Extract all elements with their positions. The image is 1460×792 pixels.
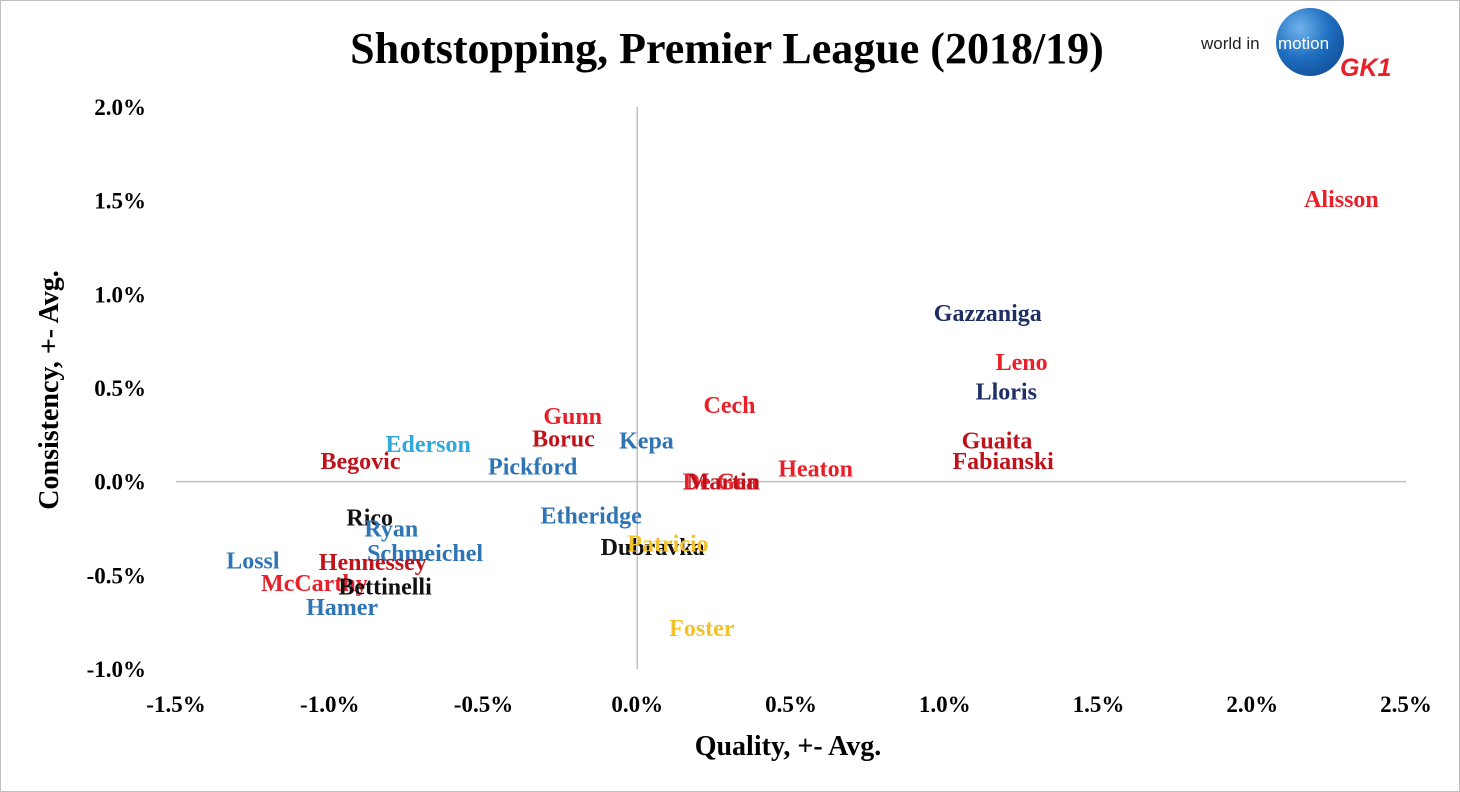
point-label-boruc: Boruc [532,427,595,453]
x-axis-title: Quality, +- Avg. [695,731,882,762]
x-tick-label: 2.5% [1380,692,1432,717]
x-tick-label: 0.5% [765,692,817,717]
point-label-guaita: Guaita [962,428,1033,454]
point-label-schmeichel: Schmeichel [367,541,483,567]
x-tick-label: 1.5% [1073,692,1125,717]
point-label-leno: Leno [996,350,1048,376]
point-label-gazzaniga: Gazzaniga [934,301,1042,327]
point-label-dubravka: Dubravka [601,535,705,561]
x-tick-label: -1.5% [146,692,205,717]
x-tick-label: 1.0% [919,692,971,717]
point-label-rico: Rico [346,505,393,531]
y-tick-label: 1.0% [94,282,146,307]
point-label-ryan: Ryan [364,517,418,543]
point-label-lloris: Lloris [976,380,1037,406]
point-label-kepa: Kepa [619,428,674,454]
y-tick-label: -0.5% [87,563,146,588]
logo-text-motion: motion [1278,34,1330,53]
point-label-alisson: Alisson [1304,187,1379,213]
point-label-begovic: Begovic [321,449,401,475]
chart-title: Shotstopping, Premier League (2018/19) [350,24,1104,73]
logo-text-world-in: world in [1201,34,1260,53]
point-label-heaton: Heaton [778,457,853,483]
x-tick-labels: -1.5% -1.0% -0.5% 0.0% 0.5% 1.0% 1.5% 2.0% 2.5% [146,692,1432,717]
point-label-pickford: Pickford [488,455,578,481]
point-label-foster: Foster [669,616,735,642]
point-label-fabianski: Fabianski [952,449,1054,475]
point-label-hamer: Hamer [306,595,378,621]
y-tick-labels: -1.0% -0.5% 0.0% 0.5% 1.0% 1.5% 2.0% [87,95,146,682]
logo-text-gk1: GK1 [1340,54,1392,82]
y-axis-title: Consistency, +- Avg. [34,270,65,509]
axes [176,107,1406,669]
world-in-motion-gk1-logo: world in motion GK1 [1198,6,1413,86]
x-tick-label: 2.0% [1226,692,1278,717]
y-tick-label: 0.0% [94,470,146,495]
point-label-de-gea: De Gea [683,470,758,496]
y-tick-label: 1.5% [94,189,146,214]
point-label-ederson: Ederson [385,432,470,458]
point-label-martin: Martin [687,470,760,496]
point-label-lossl: Lossl [226,548,280,574]
x-tick-label: 0.0% [611,692,663,717]
point-label-cech: Cech [704,393,756,419]
y-tick-label: 2.0% [94,95,146,120]
point-labels: Alisson Gazzaniga Leno Lloris GuaitaFabiansk… [226,187,1379,642]
point-label-mccarthy: McCarthy [261,571,368,597]
y-tick-label: 0.5% [94,376,146,401]
point-label-bettinelli: Bettinelli [338,575,432,601]
point-label-hennessey: Hennessey [319,550,427,576]
x-tick-label: -1.0% [300,692,359,717]
globe-icon [1276,8,1344,76]
x-tick-label: -0.5% [454,692,513,717]
y-tick-label: -1.0% [87,657,146,682]
point-label-gunn: Gunn [543,404,602,430]
point-label-patricio: Patricio [627,531,708,557]
point-label-etheridge: Etheridge [540,503,642,529]
